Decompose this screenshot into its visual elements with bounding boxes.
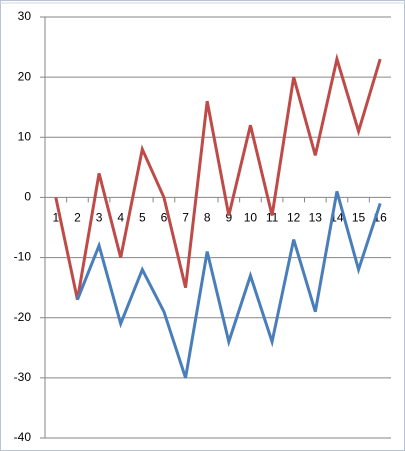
y-tick-label: 0	[24, 190, 31, 204]
x-tick-label: 11	[266, 211, 279, 225]
y-tick-label: -40	[14, 430, 32, 444]
x-tick-label: 5	[139, 211, 146, 225]
y-tick-label: -20	[14, 310, 32, 324]
x-tick-label: 12	[287, 211, 301, 225]
x-tick-label: 3	[96, 211, 103, 225]
x-tick-label: 10	[244, 211, 258, 225]
y-tick-label: -30	[14, 370, 32, 384]
x-tick-label: 9	[225, 211, 232, 225]
x-tick-label: 7	[182, 211, 189, 225]
x-tick-label: 15	[352, 211, 366, 225]
x-tick-label: 2	[74, 211, 81, 225]
x-tick-label: 8	[204, 211, 211, 225]
y-tick-label: 10	[18, 129, 32, 143]
x-tick-label: 6	[161, 211, 168, 225]
x-tick-label: 4	[117, 211, 124, 225]
series-line	[54, 53, 382, 300]
x-tick-label: 13	[309, 211, 323, 225]
y-tick-label: -10	[14, 250, 32, 264]
y-tick-label: 20	[18, 69, 32, 83]
y-tick-label: 30	[18, 9, 32, 23]
series-line	[76, 191, 382, 379]
x-tick-label: 1	[52, 211, 59, 225]
